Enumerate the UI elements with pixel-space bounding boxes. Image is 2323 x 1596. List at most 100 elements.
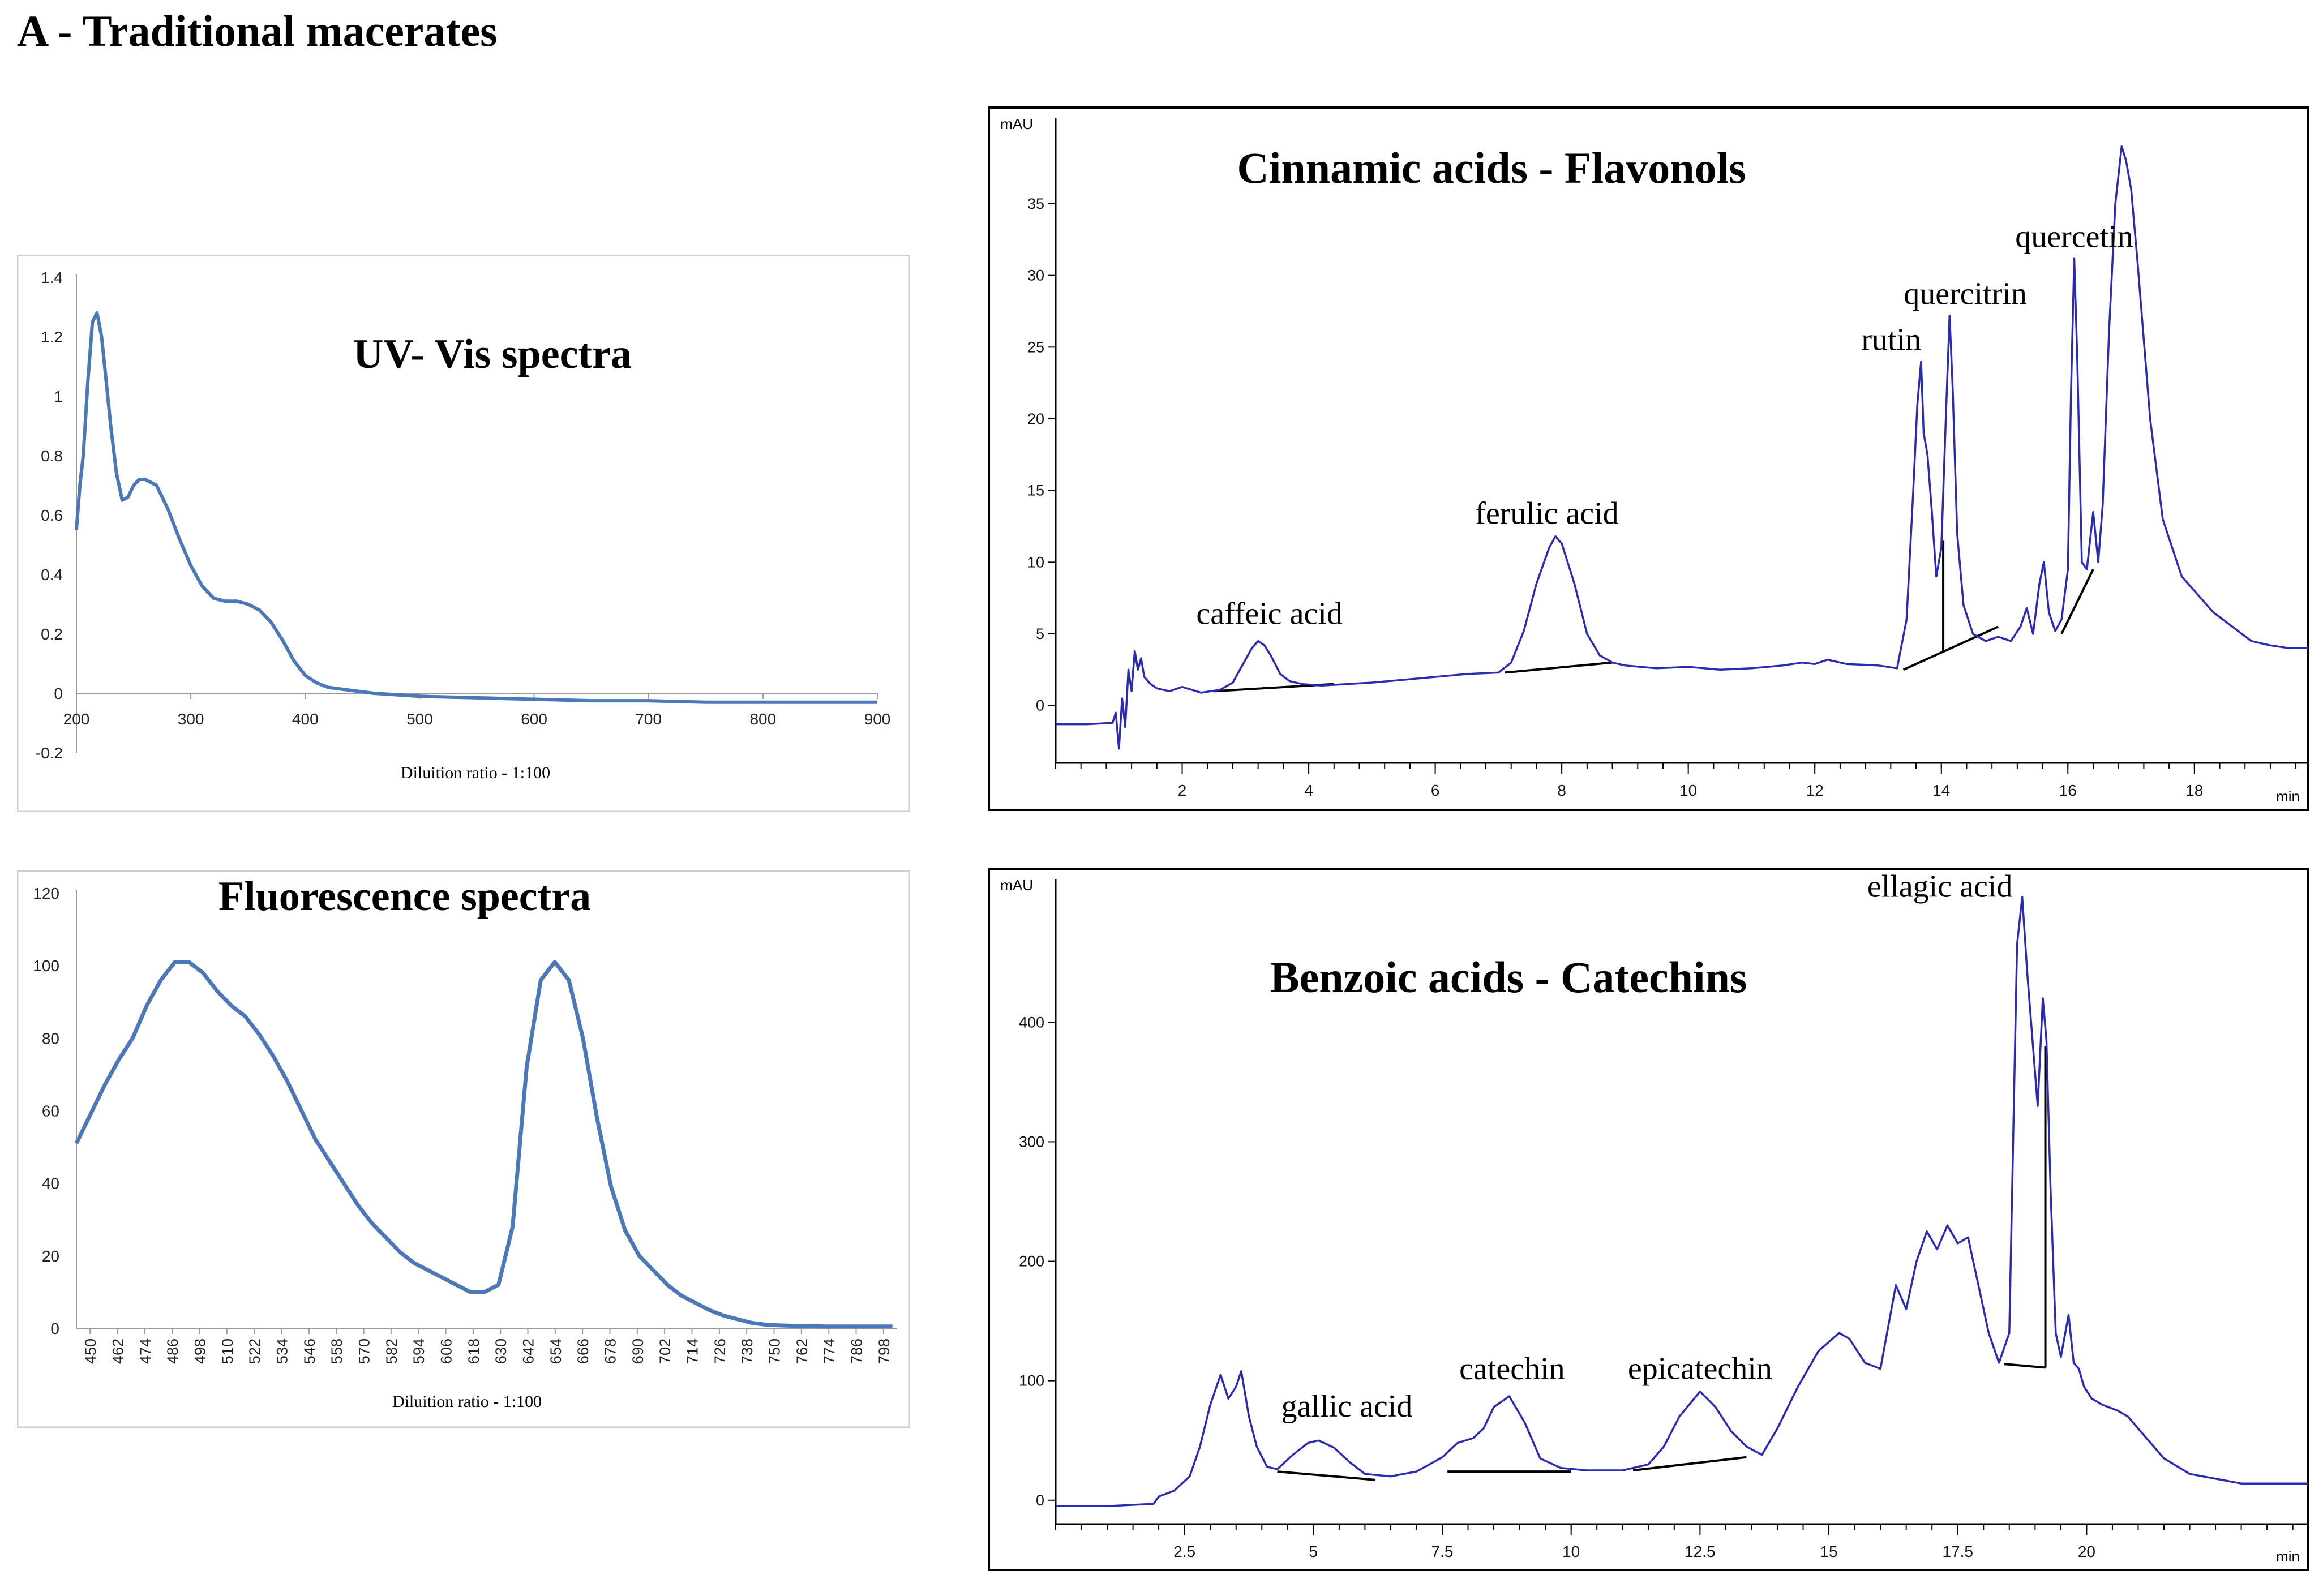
cinnamic-x-axis-unit: min <box>2276 788 2300 805</box>
fluor-x-tick-label: 690 <box>629 1338 646 1364</box>
uv-vis-chart-frame <box>17 255 910 812</box>
cinnamic-peak-label-quercitrin: quercitrin <box>1904 277 2027 312</box>
fluor-x-tick-label: 786 <box>848 1338 865 1364</box>
fluor-y-tick-label: 100 <box>33 957 59 975</box>
benzoic-y-tick-label: 0 <box>1036 1492 1044 1509</box>
benzoic-chromatogram-trace <box>1056 895 2308 1508</box>
uv-x-tick-label: 300 <box>178 710 204 728</box>
uv-y-tick-label: 0.8 <box>41 447 63 465</box>
benzoic-y-tick-label: 300 <box>1019 1133 1044 1150</box>
benzoic-x-axis-unit: min <box>2276 1548 2300 1565</box>
fluor-x-tick-label: 714 <box>684 1338 701 1364</box>
cinnamic-y-tick-label: 20 <box>1027 410 1044 427</box>
cinnamic-chromatogram-frame <box>988 106 2309 811</box>
cinnamic-integration-baseline <box>1902 625 1999 671</box>
uv-y-tick-label: -0.2 <box>36 744 63 762</box>
benzoic-x-tick-label: 17.5 <box>1942 1543 1973 1560</box>
fluor-x-tick-label: 570 <box>356 1338 373 1364</box>
fluor-x-tick-label: 558 <box>328 1338 345 1364</box>
uv-x-tick-label: 900 <box>864 710 891 728</box>
fluor-y-tick-label: 60 <box>42 1102 59 1120</box>
uv-x-tick-label: 700 <box>635 710 662 728</box>
uv-x-tick-label: 600 <box>521 710 547 728</box>
benzoic-y-tick-label: 100 <box>1019 1372 1044 1389</box>
uv-vis-chart-title: UV- Vis spectra <box>353 331 632 377</box>
cinnamic-peak-label-rutin: rutin <box>1861 323 1921 358</box>
benzoic-y-tick-label: 200 <box>1019 1253 1044 1270</box>
uv-y-tick-label: 0.6 <box>41 507 63 524</box>
fluor-y-tick-label: 120 <box>33 885 59 902</box>
benzoic-x-tick-label: 10 <box>1562 1543 1580 1560</box>
fluor-y-tick-label: 40 <box>42 1175 59 1192</box>
fluor-x-tick-label: 702 <box>657 1338 674 1364</box>
uv-x-tick-label: 200 <box>63 710 90 728</box>
cinnamic-peak-label-ferulic-acid: ferulic acid <box>1475 496 1618 531</box>
fluor-x-tick-label: 594 <box>410 1338 427 1364</box>
benzoic-peak-label-gallic-acid: gallic acid <box>1281 1389 1413 1424</box>
fluorescence-chart-frame <box>17 870 910 1428</box>
benzoic-x-tick-label: 20 <box>2078 1543 2095 1560</box>
cinnamic-x-tick-label: 16 <box>2059 782 2077 799</box>
uv-x-tick-label: 400 <box>292 710 319 728</box>
cinnamic-x-tick-label: 10 <box>1679 782 1697 799</box>
uv-y-tick-label: 0.2 <box>41 625 63 643</box>
fluor-x-tick-label: 630 <box>492 1338 509 1364</box>
fluor-x-tick-label: 642 <box>520 1338 537 1364</box>
fluor-x-tick-label: 774 <box>821 1338 838 1364</box>
cinnamic-y-tick-label: 15 <box>1027 482 1044 499</box>
uv-y-tick-label: 1.2 <box>41 328 63 346</box>
fluor-y-tick-label: 20 <box>42 1247 59 1265</box>
fluor-x-tick-label: 750 <box>766 1338 783 1364</box>
uv-y-tick-label: 0.4 <box>41 566 63 584</box>
fluor-x-tick-label: 738 <box>739 1338 756 1364</box>
figure-title: A - Traditional macerates <box>17 6 498 55</box>
cinnamic-y-tick-label: 30 <box>1027 267 1044 284</box>
benzoic-peak-label-catechin: catechin <box>1459 1352 1565 1387</box>
benzoic-integration-baseline <box>2004 1363 2046 1369</box>
fluor-x-tick-label: 534 <box>274 1338 291 1364</box>
cinnamic-chromatogram-title: Cinnamic acids - Flavonols <box>1237 143 1746 192</box>
benzoic-x-tick-label: 5 <box>1309 1543 1318 1560</box>
fluor-x-tick-label: 606 <box>438 1338 455 1364</box>
cinnamic-integration-baseline <box>2060 569 2094 634</box>
fluor-x-tick-label: 522 <box>246 1338 263 1364</box>
fluor-x-tick-label: 498 <box>192 1338 209 1364</box>
cinnamic-y-axis-unit: mAU <box>1000 115 1033 132</box>
fluor-x-tick-label: 678 <box>602 1338 619 1364</box>
benzoic-x-tick-label: 2.5 <box>1173 1543 1195 1560</box>
fluor-series-line <box>74 960 893 1329</box>
cinnamic-x-tick-label: 2 <box>1178 782 1187 799</box>
cinnamic-chromatogram-trace <box>1056 145 2308 750</box>
uv-vis-chart: UV- Vis spectra Diluition ratio - 1:100 … <box>17 255 910 812</box>
cinnamic-x-tick-label: 6 <box>1431 782 1440 799</box>
cinnamic-y-tick-label: 10 <box>1027 554 1044 570</box>
fluor-x-tick-label: 510 <box>219 1338 236 1364</box>
uv-x-tick-label: 800 <box>749 710 776 728</box>
fluor-x-tick-label: 726 <box>712 1338 728 1364</box>
fluor-x-tick-label: 618 <box>465 1338 482 1364</box>
benzoic-chromatogram-frame <box>988 868 2309 1571</box>
cinnamic-y-tick-label: 0 <box>1036 697 1044 714</box>
fluorescence-chart: Fluorescence spectra Diluition ratio - 1… <box>17 870 910 1428</box>
fluorescence-x-axis-label: Diluition ratio - 1:100 <box>392 1392 542 1411</box>
benzoic-x-tick-label: 12.5 <box>1685 1543 1716 1560</box>
fluor-x-tick-label: 486 <box>164 1338 181 1364</box>
fluor-x-tick-label: 462 <box>110 1338 127 1364</box>
uv-x-tick-label: 500 <box>406 710 433 728</box>
fluor-x-tick-label: 666 <box>575 1338 592 1364</box>
cinnamic-x-tick-label: 18 <box>2185 782 2203 799</box>
fluor-x-tick-label: 582 <box>383 1338 400 1364</box>
benzoic-y-tick-label: 400 <box>1019 1014 1044 1031</box>
fluorescence-chart-title: Fluorescence spectra <box>218 873 591 920</box>
fluor-y-tick-label: 80 <box>42 1029 59 1047</box>
cinnamic-x-tick-label: 4 <box>1304 782 1313 799</box>
uv-vis-x-axis-label: Diluition ratio - 1:100 <box>401 763 550 782</box>
uv-y-tick-label: 0 <box>54 685 63 702</box>
benzoic-chromatogram-title: Benzoic acids - Catechins <box>1270 953 1747 1002</box>
benzoic-x-tick-label: 7.5 <box>1431 1543 1454 1560</box>
benzoic-peak-label-ellagic-acid: ellagic acid <box>1867 869 2013 904</box>
fluor-y-tick-label: 0 <box>50 1320 59 1337</box>
fluor-x-tick-label: 474 <box>137 1338 154 1364</box>
fluor-x-tick-label: 546 <box>301 1338 318 1364</box>
uv-series-line <box>75 311 877 704</box>
